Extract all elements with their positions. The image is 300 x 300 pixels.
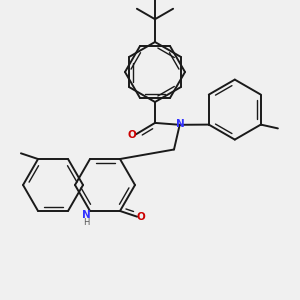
Text: N: N bbox=[82, 210, 90, 220]
Text: O: O bbox=[127, 130, 136, 140]
Text: O: O bbox=[137, 212, 146, 222]
Text: N: N bbox=[176, 119, 184, 129]
Text: H: H bbox=[83, 218, 89, 227]
